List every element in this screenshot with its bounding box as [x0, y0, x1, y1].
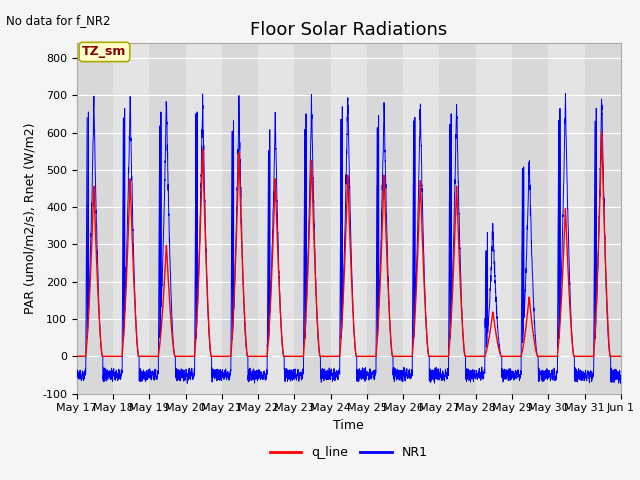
Bar: [476, 43, 512, 394]
Bar: [512, 43, 548, 394]
Line: NR1: NR1: [77, 94, 621, 384]
NR1: [329, 379, 337, 384]
Bar: [113, 43, 149, 394]
Line: q_line: q_line: [77, 132, 621, 356]
NR1: [441, 374, 449, 380]
q_line: [502, 353, 509, 359]
NR1: [73, 375, 81, 381]
q_line: [617, 353, 625, 359]
Bar: [440, 43, 476, 394]
Bar: [548, 43, 584, 394]
Bar: [222, 43, 258, 394]
NR1: [184, 381, 191, 386]
q_line: [598, 130, 605, 135]
Y-axis label: PAR (umol/m2/s), Rnet (W/m2): PAR (umol/m2/s), Rnet (W/m2): [24, 123, 36, 314]
Bar: [77, 43, 113, 394]
X-axis label: Time: Time: [333, 419, 364, 432]
Bar: [149, 43, 186, 394]
q_line: [440, 353, 448, 359]
Legend: q_line, NR1: q_line, NR1: [265, 442, 433, 465]
q_line: [171, 352, 179, 358]
q_line: [616, 353, 624, 359]
Bar: [403, 43, 440, 394]
q_line: [471, 353, 479, 359]
Text: No data for f_NR2: No data for f_NR2: [6, 14, 111, 27]
NR1: [616, 376, 624, 382]
Bar: [186, 43, 222, 394]
NR1: [502, 372, 509, 378]
Title: Floor Solar Radiations: Floor Solar Radiations: [250, 21, 447, 39]
Bar: [331, 43, 367, 394]
NR1: [562, 91, 570, 96]
Bar: [584, 43, 621, 394]
Text: TZ_sm: TZ_sm: [82, 46, 127, 59]
NR1: [471, 372, 479, 378]
q_line: [73, 353, 81, 359]
Bar: [294, 43, 331, 394]
Bar: [367, 43, 403, 394]
NR1: [617, 373, 625, 379]
q_line: [328, 353, 336, 359]
NR1: [171, 352, 179, 358]
Bar: [258, 43, 294, 394]
